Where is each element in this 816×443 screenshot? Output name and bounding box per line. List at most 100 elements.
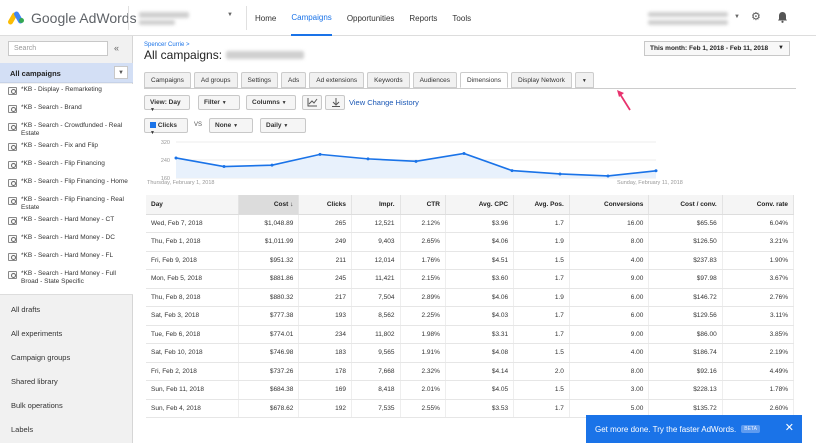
sidebar-item-experiments[interactable]: All experiments: [11, 329, 63, 338]
tab-display-network[interactable]: Display Network: [510, 72, 572, 88]
campaign-item[interactable]: *KB - Search - Hard Money - FL: [0, 250, 133, 268]
data-point[interactable]: [174, 156, 178, 160]
chevron-down-icon: ▼: [233, 123, 239, 129]
campaign-item[interactable]: *KB - Search - Flip Financing: [0, 158, 133, 176]
chart-toggle-button[interactable]: [302, 95, 322, 110]
tab-ads[interactable]: Ads: [281, 72, 307, 88]
col-avg-pos[interactable]: Avg. Pos.: [513, 195, 570, 215]
col-avg-cpc[interactable]: Avg. CPC: [445, 195, 515, 215]
more-tabs-button[interactable]: ▼: [574, 72, 594, 88]
table-row: Sat, Feb 3, 2018 $777.38 193 8,562 2.25% $4.0…: [146, 306, 795, 326]
chevron-down-icon: ▼: [150, 107, 155, 113]
campaign-item[interactable]: *KB - Search - Hard Money - Full Broad -…: [0, 268, 133, 288]
nav-opportunities[interactable]: Opportunities: [346, 13, 395, 23]
data-point[interactable]: [318, 152, 322, 156]
col-impressions[interactable]: Impr.: [351, 195, 401, 215]
table-cell: 217: [298, 288, 352, 307]
data-point[interactable]: [654, 169, 658, 173]
chevron-down-icon: ▼: [221, 100, 227, 106]
table-cell: 183: [298, 343, 352, 363]
search-input[interactable]: Search: [8, 41, 108, 56]
bell-icon[interactable]: [777, 11, 788, 26]
tab-ad-groups[interactable]: Ad groups: [193, 72, 238, 88]
sidebar-item-drafts[interactable]: All drafts: [11, 305, 41, 314]
campaign-item[interactable]: *KB - Search - Hard Money - CT: [0, 214, 133, 232]
table-cell: $4.51: [445, 251, 515, 270]
col-conv-rate[interactable]: Conv. rate: [722, 195, 795, 215]
tab-dimensions[interactable]: Dimensions: [459, 72, 508, 88]
gear-icon[interactable]: ⚙: [751, 11, 761, 23]
data-point[interactable]: [366, 157, 370, 161]
col-clicks[interactable]: Clicks: [298, 195, 352, 215]
data-point[interactable]: [462, 151, 466, 155]
campaign-item[interactable]: *KB - Search - Crowdfunded - Real Estate: [0, 120, 133, 140]
logo-text: Google AdWords: [31, 10, 137, 26]
table-cell: $4.06: [445, 232, 515, 252]
download-button[interactable]: [325, 95, 345, 110]
table-cell: 2.32%: [400, 362, 446, 381]
campaign-icon: [8, 217, 17, 225]
table-cell: 3.21%: [722, 232, 795, 252]
tab-campaigns[interactable]: Campaigns: [144, 72, 191, 88]
sidebar-item-bulk-operations[interactable]: Bulk operations: [11, 401, 63, 410]
col-ctr[interactable]: CTR: [400, 195, 446, 215]
date-range-selector[interactable]: This month: Feb 1, 2018 - Feb 11, 2018 ▼: [644, 41, 790, 56]
data-point[interactable]: [558, 172, 562, 176]
col-conversions[interactable]: Conversions: [569, 195, 650, 215]
view-change-history-link[interactable]: View Change History: [349, 98, 419, 107]
table-cell: $4.14: [445, 362, 515, 381]
columns-button[interactable]: Columns ▼: [246, 95, 296, 110]
col-cost[interactable]: Cost ↓: [238, 195, 300, 215]
collapse-sidebar-icon[interactable]: «: [114, 43, 120, 53]
table-cell: 6.00: [569, 306, 650, 326]
col-cost-per-conv[interactable]: Cost / conv.: [648, 195, 723, 215]
tab-audiences[interactable]: Audiences: [412, 72, 457, 88]
nav-campaigns[interactable]: Campaigns: [291, 0, 332, 36]
col-day[interactable]: Day: [146, 195, 240, 215]
campaign-item[interactable]: *KB - Search - Hard Money - DC: [0, 232, 133, 250]
data-point[interactable]: [414, 159, 418, 163]
nav-reports[interactable]: Reports: [409, 13, 438, 23]
tab-keywords[interactable]: Keywords: [367, 72, 410, 88]
chevron-down-icon[interactable]: ▼: [114, 66, 128, 79]
chevron-down-icon: ▼: [281, 100, 287, 106]
nav-tools[interactable]: Tools: [452, 13, 472, 23]
table-cell: 1.5: [513, 251, 570, 270]
table-cell: 12,521: [351, 214, 401, 233]
table-body: Wed, Feb 7, 2018 $1,048.89 265 12,521 2.12% $…: [146, 214, 795, 418]
table-cell: Sat, Feb 3, 2018: [146, 306, 240, 326]
campaign-item[interactable]: *KB - Display - Remarketing: [0, 84, 133, 102]
campaign-item[interactable]: *KB - Search - Brand: [0, 102, 133, 120]
campaign-item[interactable]: *KB - Search - Flip Financing - Home: [0, 176, 133, 194]
sidebar-item-campaign-groups[interactable]: Campaign groups: [11, 353, 71, 362]
table-row: Tue, Feb 6, 2018 $774.01 234 11,802 1.98% $3.…: [146, 325, 795, 344]
tab-settings[interactable]: Settings: [240, 72, 279, 88]
view-day-button[interactable]: View: Day ▼: [144, 95, 190, 113]
filter-button[interactable]: Filter ▼: [198, 95, 240, 110]
data-point[interactable]: [222, 165, 226, 169]
sidebar-item-shared-library[interactable]: Shared library: [11, 377, 58, 386]
try-new-adwords-banner[interactable]: Get more done. Try the faster AdWords. B…: [586, 415, 802, 443]
campaign-item[interactable]: *KB - Search - Fix and Flip: [0, 140, 133, 158]
metric2-selector[interactable]: None ▼: [209, 118, 253, 133]
campaign-item[interactable]: *KB - Search - Flip Financing - Real Est…: [0, 194, 133, 214]
table-cell: Wed, Feb 7, 2018: [146, 214, 240, 233]
breadcrumb[interactable]: Spencer Currie >: [144, 42, 190, 48]
table-cell: Sat, Feb 10, 2018: [146, 343, 240, 363]
table-cell: Thu, Feb 1, 2018: [146, 232, 240, 252]
sidebar-item-labels[interactable]: Labels: [11, 425, 34, 434]
tab-ad-extensions[interactable]: Ad extensions: [309, 72, 365, 88]
page-title: All campaigns:: [144, 48, 305, 62]
table-header-row: Day Cost ↓ Clicks Impr. CTR Avg. CPC Avg…: [146, 195, 795, 215]
close-icon[interactable]: ✕: [784, 422, 794, 434]
table-cell: 2.25%: [400, 306, 446, 326]
all-campaigns-item[interactable]: All campaigns ▼: [0, 63, 133, 83]
data-point[interactable]: [606, 174, 610, 178]
account-selector[interactable]: ▼: [139, 10, 239, 26]
metric1-selector[interactable]: Clicks ▼: [144, 118, 188, 136]
nav-home[interactable]: Home: [255, 13, 277, 23]
adwords-logo[interactable]: Google AdWords: [7, 10, 137, 26]
period-selector[interactable]: Daily ▼: [260, 118, 306, 133]
data-point[interactable]: [510, 169, 514, 173]
data-point[interactable]: [270, 163, 274, 167]
